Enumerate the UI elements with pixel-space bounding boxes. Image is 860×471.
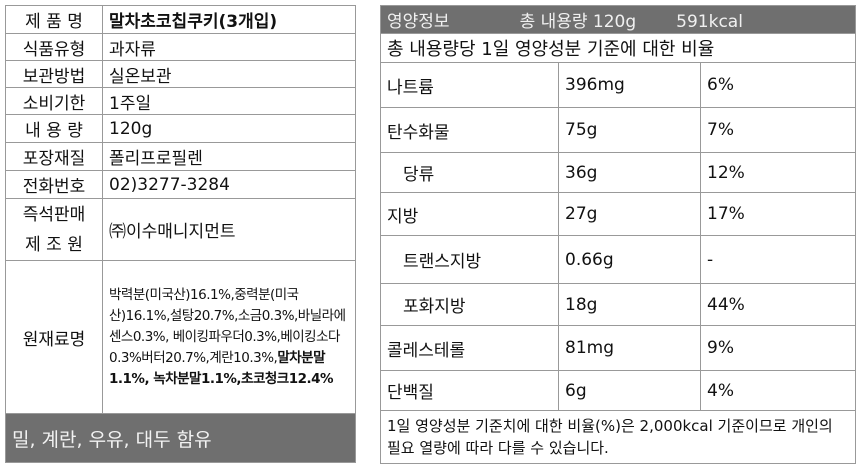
value: 1주일 xyxy=(102,87,356,115)
nutrient-name: 탄수화물 xyxy=(380,107,559,153)
nutrient-row: 트랜스지방 0.66g - xyxy=(380,235,856,284)
label: 포장재질 xyxy=(5,142,103,171)
nutrition-header: 영양정보 총 내용량 120g 591kcal xyxy=(380,5,856,34)
nutrient-amount: 81mg xyxy=(558,325,701,371)
nutrient-amount: 0.66g xyxy=(558,235,701,284)
nutrient-row: 나트륨 396mg 6% xyxy=(380,62,856,108)
value: 과자류 xyxy=(102,33,356,61)
label: 내 용 량 xyxy=(5,114,103,143)
nutrient-pct: 17% xyxy=(700,192,856,236)
total-amount: 총 내용량 120g xyxy=(519,12,637,32)
nutrient-amount: 75g xyxy=(558,107,701,153)
nutrient-name: 트랜스지방 xyxy=(380,235,559,284)
ingredients: 박력분(미국산)16.1%,중력분(미국산)16.1%,설탕20.7%,소금0.… xyxy=(102,260,356,414)
nutrient-row: 포화지방 18g 44% xyxy=(380,283,856,326)
nutrient-pct: 4% xyxy=(700,370,856,411)
label: 원재료명 xyxy=(5,260,103,414)
row-ingredients: 원재료명 박력분(미국산)16.1%,중력분(미국산)16.1%,설탕20.7%,… xyxy=(5,260,356,414)
nutrient-pct: 6% xyxy=(700,62,856,108)
row-maker: 즉석판매 제 조 원 ㈜이수매니지먼트 xyxy=(5,198,356,261)
nutrient-pct: 44% xyxy=(700,283,856,326)
row-packaging: 포장재질 폴리프로필렌 xyxy=(5,142,356,171)
nutrient-name: 지방 xyxy=(380,192,559,236)
footnote: 1일 영양성분 기준치에 대한 비율(%)은 2,000kcal 기준이므로 개… xyxy=(380,410,856,464)
nutrition-subtitle-row: 총 내용량당 1일 영양성분 기준에 대한 비율 xyxy=(380,33,856,63)
nutrition-subtitle: 총 내용량당 1일 영양성분 기준에 대한 비율 xyxy=(380,33,856,63)
nutrient-name: 포화지방 xyxy=(380,283,559,326)
nutrient-name: 단백질 xyxy=(380,370,559,411)
label: 제 품 명 xyxy=(5,5,103,34)
value: 120g xyxy=(102,114,356,143)
nutrient-pct: - xyxy=(700,235,856,284)
ingredients-bold: 말차분말1.1%, 녹차분말1.1%,초코청크12.4% xyxy=(109,349,334,387)
nutrient-pct: 7% xyxy=(700,107,856,153)
row-phone: 전화번호 02)3277-3284 xyxy=(5,170,356,199)
label: 소비기한 xyxy=(5,87,103,115)
nutrition-table: 영양정보 총 내용량 120g 591kcal 총 내용량당 1일 영양성분 기준에… xyxy=(380,5,856,464)
product-info-table: 제 품 명 말차초코칩쿠키(3개입) 식품유형 과자류 보관방법 실온보관 소비기한 1… xyxy=(5,5,356,463)
nutrient-name: 콜레스테롤 xyxy=(380,325,559,371)
nutrient-row: 탄수화물 75g 7% xyxy=(380,107,856,153)
ingredients-plain: 박력분(미국산)16.1%,중력분(미국산)16.1%,설탕20.7%,소금0.… xyxy=(109,286,346,366)
row-food-type: 식품유형 과자류 xyxy=(5,33,356,61)
nutrient-pct: 9% xyxy=(700,325,856,371)
allergy-notice: 밀, 계란, 우유, 대두 함유 xyxy=(5,413,356,463)
value: 02)3277-3284 xyxy=(102,170,356,199)
maker-value: ㈜이수매니지먼트 xyxy=(102,198,356,261)
nutrient-name: 당류 xyxy=(380,152,559,193)
nutrient-name: 나트륨 xyxy=(380,62,559,108)
label: 식품유형 xyxy=(5,33,103,61)
row-product-name: 제 품 명 말차초코칩쿠키(3개입) xyxy=(5,5,356,34)
value: 폴리프로필렌 xyxy=(102,142,356,171)
row-net-weight: 내 용 량 120g xyxy=(5,114,356,143)
maker-label-2: 제 조 원 xyxy=(25,234,83,255)
nutrition-title: 영양정보 xyxy=(387,12,450,32)
nutrient-row: 단백질 6g 4% xyxy=(380,370,856,411)
row-expiry: 소비기한 1주일 xyxy=(5,87,356,115)
nutrient-amount: 36g xyxy=(558,152,701,193)
nutrient-amount: 6g xyxy=(558,370,701,411)
nutrient-row: 당류 36g 12% xyxy=(380,152,856,193)
maker-label-1: 즉석판매 xyxy=(22,204,86,225)
nutrient-amount: 27g xyxy=(558,192,701,236)
nutrient-amount: 18g xyxy=(558,283,701,326)
label: 보관방법 xyxy=(5,60,103,88)
nutrient-amount: 396mg xyxy=(558,62,701,108)
product-name: 말차초코칩쿠키(3개입) xyxy=(102,5,356,34)
row-allergy: 밀, 계란, 우유, 대두 함유 xyxy=(5,413,356,463)
total-kcal: 591kcal xyxy=(676,12,743,32)
nutrient-pct: 12% xyxy=(700,152,856,193)
row-storage: 보관방법 실온보관 xyxy=(5,60,356,88)
nutrient-row: 콜레스테롤 81mg 9% xyxy=(380,325,856,371)
footnote-row: 1일 영양성분 기준치에 대한 비율(%)은 2,000kcal 기준이므로 개… xyxy=(380,410,856,464)
label: 전화번호 xyxy=(5,170,103,199)
nutrient-row: 지방 27g 17% xyxy=(380,192,856,236)
value: 실온보관 xyxy=(102,60,356,88)
